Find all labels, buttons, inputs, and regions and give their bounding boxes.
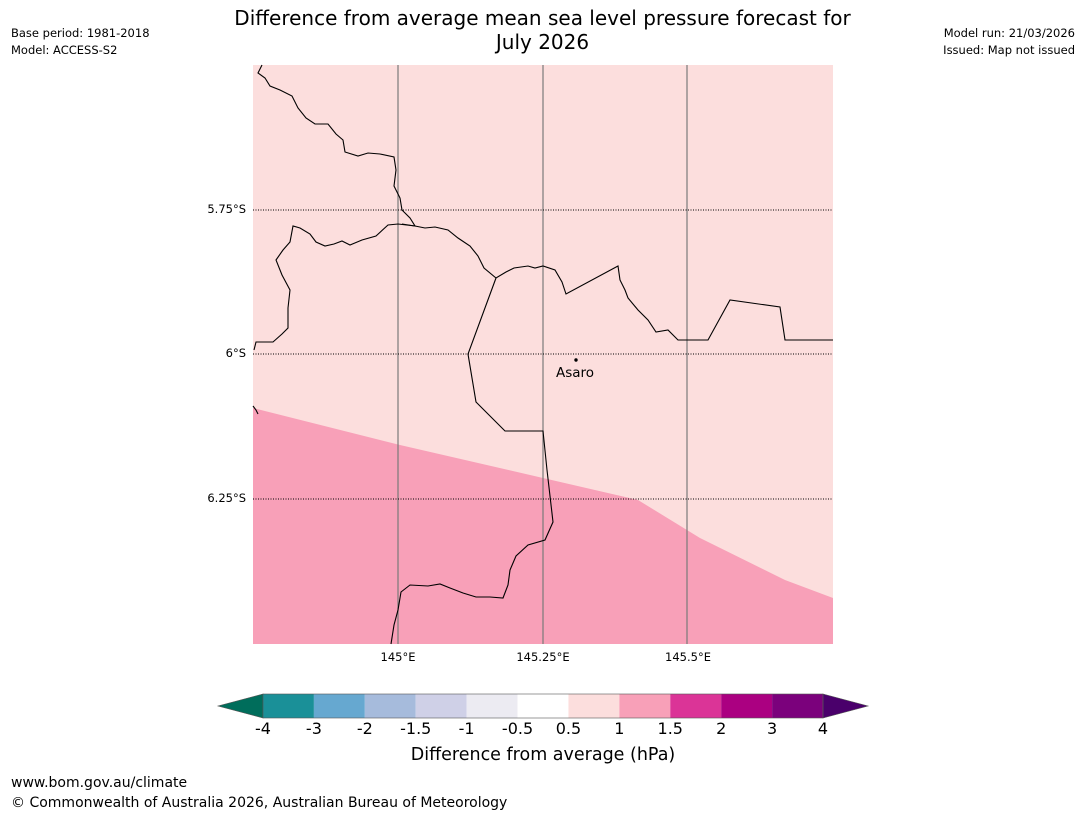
colorbar-segment: [721, 694, 773, 718]
colorbar-segment: [415, 694, 467, 718]
lat-label-6s: 6°S: [225, 346, 246, 360]
title-line-1: Difference from average mean sea level p…: [234, 6, 851, 30]
colorbar-tick-label: 4: [817, 719, 829, 738]
colorbar-segment: [772, 694, 823, 718]
colorbar-tick-label: -3: [305, 719, 322, 738]
colorbar-tick-label: -1.5: [400, 719, 432, 738]
title-line-2: July 2026: [495, 30, 590, 54]
colorbar-segment: [619, 694, 671, 718]
issued-text: Issued: Map not issued: [943, 43, 1075, 57]
lat-label-5-75s: 5.75°S: [207, 202, 246, 216]
colorbar-segment: [364, 694, 416, 718]
boundary-west-stub: [252, 405, 259, 415]
model-info: Base period: 1981-2018 Model: ACCESS-S2: [11, 25, 150, 59]
model-text: Model: ACCESS-S2: [11, 43, 118, 57]
asaro-marker: [574, 358, 578, 362]
colorbar-tick-label: 2: [716, 719, 727, 738]
colorbar-tick-label: -4: [255, 719, 271, 738]
model-run-text: Model run: 21/03/2026: [943, 26, 1075, 40]
lon-label-145-25e: 145.25°E: [516, 650, 570, 664]
colorbar-extend-high: [822, 693, 870, 719]
colorbar-tick-label: 3: [766, 719, 778, 738]
colorbar-tick-label: -1: [458, 719, 475, 738]
map-title: Difference from average mean sea level p…: [180, 6, 905, 54]
colorbar-segment: [670, 694, 722, 718]
colorbar-tick-label: 1.5: [657, 719, 683, 738]
colorbar-tick-label: -0.5: [501, 719, 534, 738]
colorbar-tick-label: -2: [356, 719, 373, 738]
boundaries: [252, 64, 833, 645]
footer-copyright: © Commonwealth of Australia 2026, Austra…: [11, 795, 508, 811]
boundary-south: [390, 277, 554, 645]
run-info: Model run: 21/03/2026 Issued: Map not is…: [943, 25, 1075, 59]
colorbar-title: Difference from average (hPa): [410, 745, 676, 765]
colorbar-outline: [262, 693, 824, 719]
colorbar-segment: [313, 694, 365, 718]
colorbar-segment: [263, 694, 314, 718]
colorbar-extend-low: [216, 693, 264, 719]
lat-label-6-25s: 6.25°S: [207, 491, 246, 505]
footer-url: www.bom.gov.au/climate: [11, 775, 188, 791]
colorbar-segment: [568, 694, 620, 718]
colorbar-tick-label: 0.5: [555, 719, 582, 738]
place-label-asaro: Asaro: [556, 365, 595, 381]
base-period-text: Base period: 1981-2018: [11, 26, 150, 40]
colorbar-segment: [466, 694, 518, 718]
colorbar-segment: [517, 694, 569, 718]
lon-label-145e: 145°E: [380, 650, 416, 664]
lon-label-145-5e: 145.5°E: [665, 650, 711, 664]
boundary-central: [401, 223, 833, 341]
colorbar-tick-label: 1: [614, 719, 625, 738]
